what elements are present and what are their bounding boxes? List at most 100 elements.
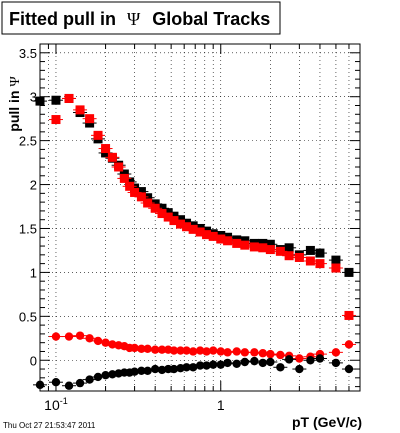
data-point-circle bbox=[250, 348, 259, 357]
data-point-square bbox=[331, 255, 341, 265]
data-point-circle bbox=[130, 343, 139, 353]
data-point-square bbox=[150, 203, 160, 213]
data-point-circle bbox=[240, 348, 250, 357]
data-point-circle bbox=[240, 357, 250, 367]
data-point-circle bbox=[232, 359, 241, 368]
data-point-square bbox=[315, 248, 325, 258]
data-point-circle bbox=[315, 354, 325, 363]
data-point-square bbox=[315, 259, 325, 269]
data-point-square bbox=[51, 95, 61, 105]
data-point-square bbox=[344, 310, 354, 320]
data-point-circle bbox=[202, 361, 211, 370]
data-point-square bbox=[176, 219, 186, 229]
data-point-circle bbox=[232, 347, 241, 356]
data-point-square bbox=[265, 245, 275, 255]
x-tick-label: 10-1 bbox=[44, 396, 68, 413]
x-tick-label: 1 bbox=[217, 397, 225, 413]
data-point-circle bbox=[284, 355, 294, 364]
data-point-circle bbox=[93, 336, 103, 346]
data-point-square bbox=[265, 239, 275, 249]
data-point-square bbox=[275, 246, 285, 256]
data-point-circle bbox=[250, 356, 259, 366]
data-point-square bbox=[344, 267, 354, 277]
data-point-square bbox=[188, 224, 198, 234]
data-point-square bbox=[114, 162, 124, 172]
data-point-square bbox=[119, 173, 129, 183]
data-point-circle bbox=[143, 344, 152, 354]
data-point-circle bbox=[51, 332, 61, 341]
data-point-square bbox=[143, 198, 153, 208]
data-point-circle bbox=[188, 363, 198, 372]
data-point-circle bbox=[75, 331, 85, 340]
data-point-square bbox=[93, 130, 103, 140]
data-point-square bbox=[223, 236, 233, 246]
timestamp: Thu Oct 27 21:53:47 2011 bbox=[3, 421, 96, 430]
data-point-circle bbox=[51, 378, 61, 387]
data-point-square bbox=[305, 245, 315, 255]
data-point-square bbox=[240, 240, 250, 250]
data-point-circle bbox=[108, 340, 117, 349]
data-point-square bbox=[64, 93, 74, 103]
y-tick-label: 2.5 bbox=[19, 134, 37, 149]
data-point-square bbox=[143, 193, 153, 203]
data-point-square bbox=[51, 115, 61, 125]
data-point-circle bbox=[276, 350, 285, 360]
data-point-square bbox=[305, 256, 315, 266]
data-point-circle bbox=[276, 363, 285, 372]
y-tick-label: 0 bbox=[30, 353, 37, 368]
data-point-square bbox=[130, 187, 140, 197]
data-point-circle bbox=[150, 364, 160, 374]
data-point-square bbox=[232, 238, 242, 248]
data-point-circle bbox=[143, 366, 152, 375]
y-tick-label: 1 bbox=[30, 265, 37, 280]
data-point-circle bbox=[223, 358, 232, 368]
y-axis-label: pull in Ψ bbox=[6, 76, 23, 132]
data-point-circle bbox=[331, 358, 341, 368]
data-point-square bbox=[107, 152, 117, 162]
data-point-circle bbox=[108, 370, 117, 379]
y-tick-label: 2 bbox=[30, 178, 37, 193]
data-point-circle bbox=[209, 346, 218, 355]
data-point-square bbox=[157, 209, 167, 219]
data-point-square bbox=[258, 243, 268, 253]
data-point-square bbox=[284, 243, 294, 253]
data-point-square bbox=[101, 144, 111, 154]
x-tick-labels: 10-1 1 bbox=[44, 396, 225, 413]
y-tick-label: 0.5 bbox=[19, 309, 37, 324]
data-point-circle bbox=[188, 347, 198, 356]
data-point-square bbox=[331, 263, 341, 273]
data-point-circle bbox=[223, 348, 232, 357]
data-point-circle bbox=[157, 365, 167, 375]
data-point-circle bbox=[101, 370, 110, 380]
data-point-square bbox=[169, 216, 179, 226]
chart-title: Fitted pull in Ψ Global Tracks bbox=[9, 9, 270, 29]
data-point-square bbox=[216, 234, 226, 244]
data-point-circle bbox=[195, 346, 205, 355]
data-point-circle bbox=[344, 364, 354, 374]
data-point-square bbox=[75, 105, 85, 115]
data-point-circle bbox=[64, 381, 74, 390]
data-point-circle bbox=[75, 378, 85, 388]
plot-frame bbox=[39, 43, 361, 392]
data-point-circle bbox=[266, 357, 275, 367]
data-point-circle bbox=[202, 347, 211, 356]
data-point-square bbox=[163, 212, 173, 222]
data-point-square bbox=[136, 187, 146, 197]
data-point-circle bbox=[216, 347, 225, 356]
data-point-circle bbox=[85, 334, 94, 343]
data-point-square bbox=[195, 227, 205, 237]
data-point-square bbox=[202, 230, 212, 240]
data-point-square bbox=[182, 222, 192, 232]
data-point-circle bbox=[295, 354, 304, 363]
data-point-square bbox=[125, 181, 135, 191]
data-point-circle bbox=[130, 367, 139, 376]
y-tick-label: 1.5 bbox=[19, 221, 37, 236]
data-point-square bbox=[136, 192, 146, 202]
data-point-circle bbox=[331, 348, 341, 357]
data-point-square bbox=[208, 231, 218, 241]
axis-ticks bbox=[39, 44, 361, 391]
y-tick-label: 3.5 bbox=[19, 46, 37, 61]
data-point-square bbox=[85, 114, 95, 124]
data-point-circle bbox=[306, 356, 315, 365]
data-point-square bbox=[294, 252, 304, 262]
